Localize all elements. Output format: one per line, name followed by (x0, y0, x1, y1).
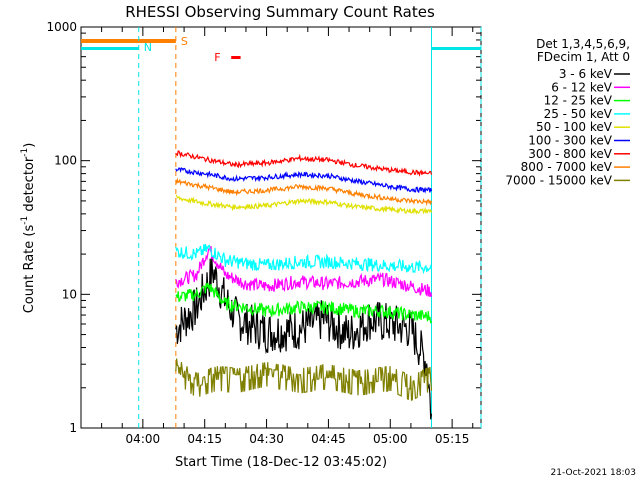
series-line-4 (175, 194, 433, 215)
night-flag-bar (431, 47, 481, 50)
legend-label: 12 - 25 keV (544, 94, 613, 108)
x-tick-label: 04:45 (311, 432, 346, 446)
flag-bars: S N F (81, 27, 482, 428)
series-line-0 (175, 256, 433, 420)
legend-header-line-1: Det 1,3,4,5,6,9, (536, 37, 630, 51)
legend-label: 100 - 300 keV (528, 134, 612, 148)
legend-label: 800 - 7000 keV (521, 160, 613, 174)
y-axis: 1 10 100 1000 (46, 20, 481, 435)
series-line-7 (175, 177, 433, 207)
y-tick-label: 1 (69, 421, 77, 435)
x-tick-label: 05:15 (435, 432, 470, 446)
series-line-5 (175, 167, 433, 194)
x-tick-label: 05:00 (373, 432, 408, 446)
x-tick-label: 04:00 (126, 432, 161, 446)
series-line-1 (175, 245, 433, 298)
night-flag-label: N (144, 41, 152, 54)
y-tick-label: 1000 (46, 20, 77, 34)
x-tick-label: 04:30 (249, 432, 284, 446)
y-axis-label: Count Rate (s-1 detector-1) (20, 143, 37, 314)
series-line-8 (175, 358, 433, 401)
legend-label: 7000 - 15000 keV (505, 173, 612, 187)
legend-label: 25 - 50 keV (544, 107, 613, 121)
saa-flag-label: S (181, 35, 188, 48)
series-line-3 (175, 244, 433, 275)
x-axis-label: Start Time (18-Dec-12 03:45:02) (175, 455, 387, 470)
y-tick-label: 100 (54, 154, 77, 168)
legend-label: 50 - 100 keV (536, 120, 613, 134)
series-line-6 (175, 150, 433, 177)
x-tick-label: 04:15 (187, 432, 222, 446)
saa-flag-bar (81, 39, 176, 43)
y-tick-label: 10 (62, 287, 77, 301)
series-line-2 (175, 282, 433, 324)
legend-label: 3 - 6 keV (559, 67, 613, 81)
plot-frame (80, 26, 482, 429)
legend: Det 1,3,4,5,6,9, FDecim 1, Att 0 3 - 6 k… (505, 37, 630, 187)
flare-flag-label: F (214, 51, 220, 64)
timestamp: 21-Oct-2021 18:03 (551, 468, 636, 478)
legend-header-line-2: FDecim 1, Att 0 (537, 50, 630, 64)
chart-title: RHESSI Observing Summary Count Rates (125, 3, 435, 21)
series-lines (175, 150, 433, 420)
night-flag-bar (81, 47, 139, 50)
flare-flag-bar (231, 56, 241, 59)
x-axis: 04:00 04:15 04:30 04:45 05:00 05:15 (101, 27, 474, 446)
legend-label: 6 - 12 keV (551, 80, 613, 94)
legend-label: 300 - 800 keV (528, 147, 612, 161)
